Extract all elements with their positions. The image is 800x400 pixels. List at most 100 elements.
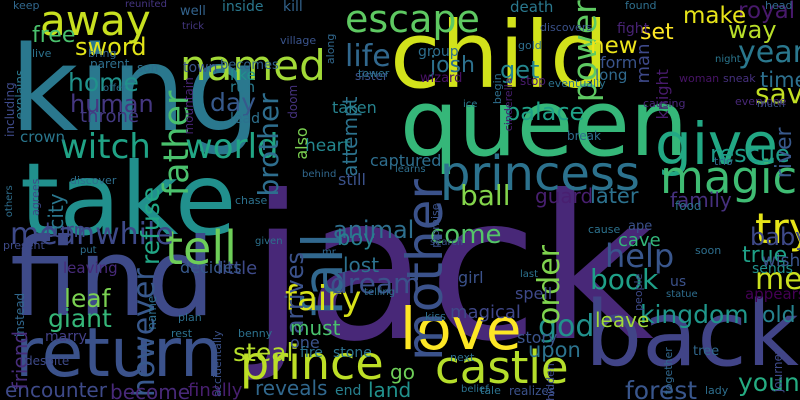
- word-escape: escape: [345, 0, 480, 41]
- word-live: live: [32, 47, 52, 60]
- word-encounter: encounter: [5, 378, 107, 400]
- word-trick: trick: [182, 21, 205, 32]
- word-statue: statue: [666, 289, 698, 300]
- word-plan: plan: [178, 311, 202, 324]
- word-day: day: [210, 88, 256, 117]
- word-village: village: [280, 34, 317, 47]
- word-gold: gold: [518, 39, 542, 52]
- word-found: found: [625, 0, 657, 12]
- word-mountain: mountain: [182, 77, 196, 135]
- word-book: book: [590, 263, 659, 296]
- word-sister: sister: [355, 69, 388, 83]
- word-giant: giant: [48, 304, 112, 333]
- word-human: human: [70, 90, 154, 118]
- word-leaf: leaf: [64, 284, 111, 313]
- word-becomes: becomes: [220, 58, 279, 73]
- word-us: us: [670, 274, 687, 290]
- word-find: find: [10, 216, 216, 341]
- word-wizard: wizard: [420, 71, 463, 86]
- word-lead: lead: [230, 111, 260, 127]
- word-next: next: [450, 351, 475, 364]
- word-leave: leave: [595, 308, 650, 332]
- word-sends: sends: [752, 261, 793, 277]
- word-give: give: [655, 110, 778, 178]
- word-guard: guard: [535, 184, 594, 208]
- word-search: search: [430, 237, 464, 248]
- word-last: last: [520, 269, 539, 280]
- word-named: named: [180, 41, 326, 90]
- word-city: city: [44, 193, 68, 230]
- word-love: love: [400, 295, 522, 363]
- word-new: new: [590, 33, 638, 59]
- word-put: put: [80, 245, 97, 256]
- word-witch: witch: [60, 127, 151, 167]
- word-food: food: [675, 199, 702, 213]
- word-sword: sword: [75, 33, 147, 61]
- word-captured: captured: [370, 151, 442, 170]
- word-go: go: [390, 360, 415, 384]
- word-cave: cave: [618, 230, 661, 251]
- word-bring: bring: [88, 47, 117, 60]
- word-refuse: refuse: [136, 186, 165, 265]
- word-magic: magic: [660, 151, 798, 204]
- word-death: death: [510, 0, 554, 16]
- word-baby: baby: [750, 223, 800, 251]
- word-together: together: [662, 347, 675, 395]
- word-run: run: [230, 78, 256, 96]
- word-king: king: [10, 20, 261, 158]
- word-palace: palace: [505, 98, 585, 126]
- word-marry: marry: [45, 329, 87, 345]
- word-still: still: [338, 170, 366, 189]
- word-back: back: [585, 282, 799, 387]
- word-rescue: rescue: [710, 140, 790, 168]
- word-people: people: [632, 273, 645, 311]
- word-realizes: realizes: [509, 384, 556, 398]
- word-try: try: [755, 204, 800, 253]
- word-long: long: [595, 66, 628, 84]
- word-kiss: kiss: [425, 310, 446, 323]
- word-tree: tree: [693, 344, 720, 359]
- word-stone: stone: [333, 345, 372, 361]
- word-year: year: [738, 35, 800, 70]
- word-discover: discover: [70, 174, 117, 187]
- word-river: river: [772, 127, 797, 179]
- word-discovers: discovers: [540, 21, 593, 34]
- word-ice: ice: [463, 99, 478, 110]
- word-fire: fire: [300, 345, 323, 361]
- word-crown: crown: [20, 128, 66, 146]
- word-home: home: [68, 68, 139, 97]
- word-keep: keep: [13, 0, 40, 12]
- word-name: name: [145, 295, 159, 330]
- word-inside: inside: [222, 0, 264, 15]
- word-however: however: [127, 268, 162, 398]
- word-child: child: [390, 2, 609, 109]
- word-prince: prince: [240, 336, 384, 390]
- word-meanwhile: meanwhile: [10, 217, 174, 252]
- word-young: young: [738, 368, 800, 397]
- word-way: way: [728, 16, 777, 44]
- word-leaving: leaving: [63, 259, 118, 277]
- word-save: save: [755, 77, 800, 110]
- word-night: night: [715, 54, 741, 65]
- word-later: later: [590, 184, 639, 208]
- word-upon: upon: [528, 338, 581, 362]
- word-much: much: [757, 99, 785, 110]
- word-along: along: [324, 33, 337, 65]
- word-set: set: [640, 20, 674, 45]
- word-come: come: [430, 220, 502, 250]
- word-cause: cause: [588, 223, 621, 236]
- word-taken: taken: [332, 98, 377, 117]
- word-castle: castle: [435, 341, 569, 394]
- word-also: also: [292, 127, 311, 160]
- word-trio: trio: [714, 155, 733, 168]
- word-lady: lady: [705, 384, 729, 397]
- word-true: true: [742, 243, 788, 268]
- word-group: group: [418, 44, 459, 60]
- word-brother: brother: [252, 93, 285, 197]
- word-present: present: [3, 239, 45, 252]
- word-girl: girl: [458, 268, 484, 287]
- word-instead: instead: [13, 292, 27, 338]
- word-despite: despite: [25, 354, 70, 368]
- word-like: like: [230, 66, 256, 84]
- word-tower: tower: [358, 67, 390, 80]
